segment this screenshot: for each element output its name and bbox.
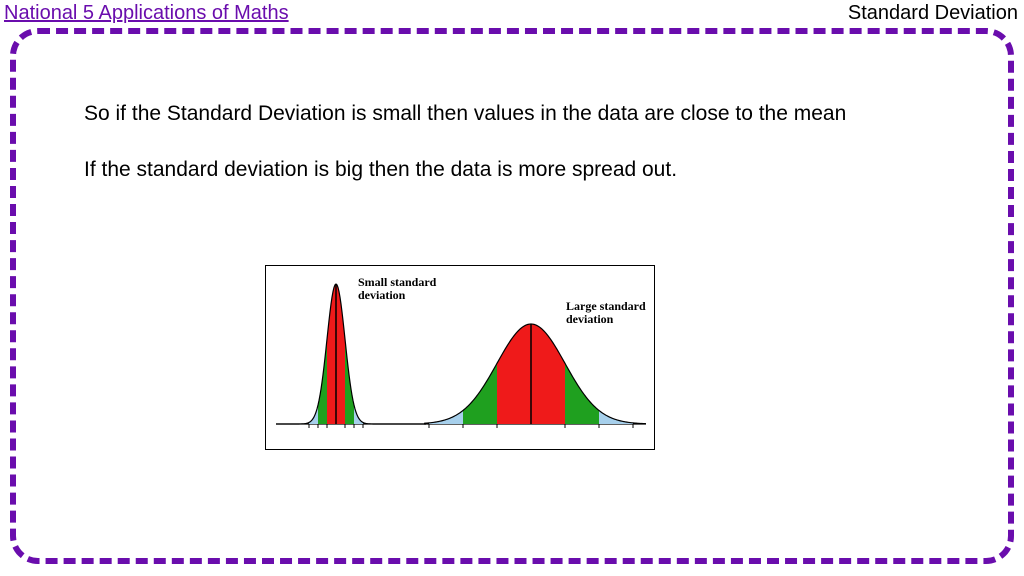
distribution-figure [266, 266, 656, 451]
figure-box: Small standarddeviation Large standardde… [265, 265, 655, 450]
paragraph-1: So if the Standard Deviation is small th… [84, 100, 944, 128]
header-course-title: National 5 Applications of Maths [4, 2, 289, 25]
label-large-sd: Large standarddeviation [566, 300, 646, 326]
header-topic-title: Standard Deviation [848, 2, 1018, 25]
paragraph-2: If the standard deviation is big then th… [84, 156, 944, 184]
body-text: So if the Standard Deviation is small th… [84, 100, 944, 213]
label-small-sd: Small standarddeviation [358, 276, 436, 302]
